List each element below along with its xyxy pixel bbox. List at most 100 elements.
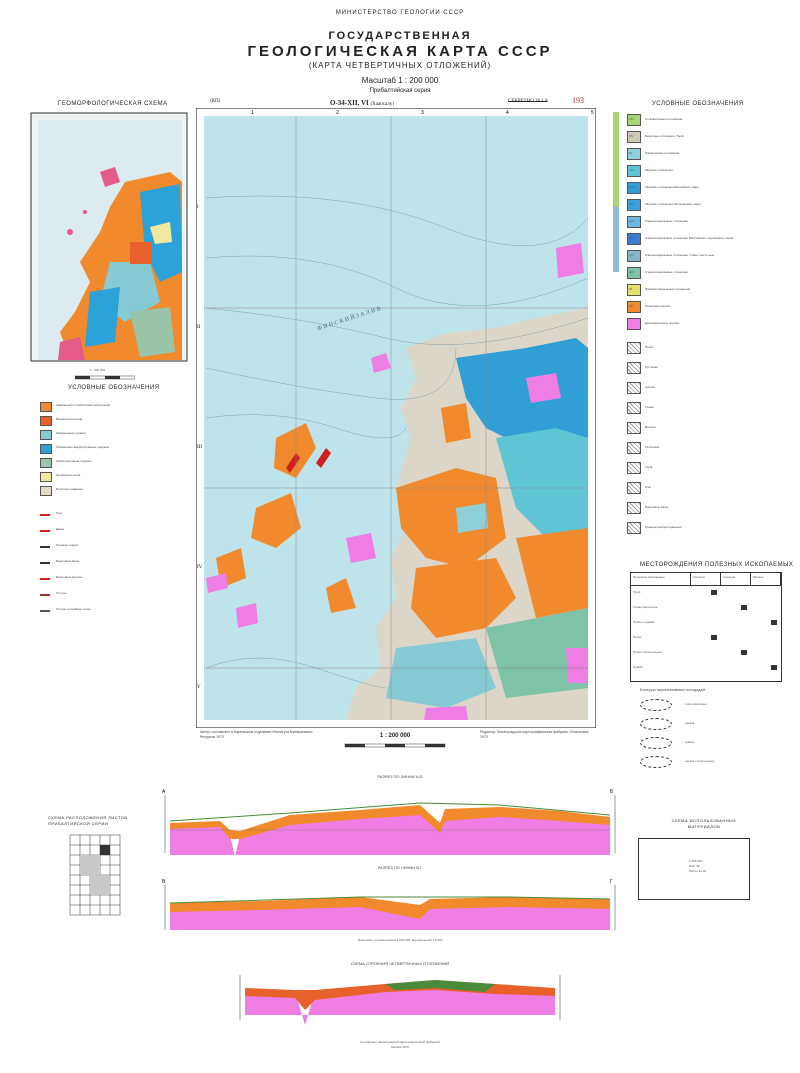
map-scale: 1 : 200 000 bbox=[379, 733, 411, 739]
lithology-item: Береговые валы bbox=[625, 500, 790, 517]
borehole-item: песков bbox=[630, 716, 780, 732]
inset-scale: 1 : 500 000 bbox=[90, 368, 106, 372]
lithology-swatch bbox=[627, 462, 641, 474]
deposits-title: МЕСТОРОЖДЕНИЯ ПОЛЕЗНЫХ ИСКОПАЕМЫХ bbox=[640, 562, 794, 568]
title-line-2: ГЕОЛОГИЧЕСКАЯ КАРТА СССР bbox=[247, 43, 553, 60]
legend-swatch bbox=[627, 284, 641, 296]
grid-top-labels: 1 2 3 4 5 bbox=[251, 110, 594, 116]
deposits-row-marker-cell bbox=[691, 631, 781, 646]
borehole-item: глин кирпичных bbox=[630, 697, 780, 713]
lithology-swatch bbox=[627, 522, 641, 534]
lithology-item: Пески bbox=[625, 340, 790, 357]
age-bar-pleistocene bbox=[613, 207, 619, 272]
legend-swatch bbox=[40, 444, 52, 454]
legend-swatch bbox=[627, 114, 641, 126]
lithology-item: Торф bbox=[625, 460, 790, 477]
legend-swatch bbox=[627, 182, 641, 194]
deposit-marker bbox=[771, 665, 777, 670]
legend-label: Озерноледниковые отложения bbox=[645, 219, 688, 223]
legend-swatch bbox=[627, 148, 641, 160]
lithology-item: Суглинки bbox=[625, 360, 790, 377]
footer-city: Москва 1970 bbox=[391, 1045, 409, 1049]
legend-code: lmIV bbox=[629, 185, 635, 189]
legend-label: Флювиогляциальные отложения bbox=[645, 287, 691, 291]
legend-label: Болотные равнины bbox=[56, 487, 83, 491]
legend-label: Основная морена bbox=[645, 304, 670, 308]
legend-code: lIV bbox=[629, 151, 633, 155]
legend-code: lgIII bbox=[629, 236, 634, 240]
deposits-column-header: Мелкие bbox=[751, 573, 781, 585]
grid-side-label: III bbox=[197, 445, 202, 450]
left-legend-item: Эоловый рельеф bbox=[40, 470, 210, 484]
symbol-label: Береговые валы bbox=[56, 559, 80, 563]
legend-swatch bbox=[627, 199, 641, 211]
deposits-row-label: Гравий bbox=[633, 665, 643, 669]
lithology-swatch bbox=[627, 422, 641, 434]
legend-label: Лимнические отложения bbox=[645, 151, 680, 155]
legend-label: Дочетвертичные породы bbox=[645, 321, 680, 325]
lithology-label: Граница распространения bbox=[645, 525, 682, 529]
deposits-row-label: Пески bbox=[633, 635, 642, 639]
legend-label: Эоловый рельеф bbox=[56, 473, 81, 477]
left-legend-title: УСЛОВНЫЕ ОБОЗНАЧЕНИЯ bbox=[68, 385, 160, 391]
contour-oval bbox=[640, 718, 672, 730]
section2-profile: В Г bbox=[162, 879, 616, 930]
right-legend-item: lgIII Озерноледниковые отложения bbox=[625, 214, 790, 231]
legend-label: Абразионные уровни bbox=[56, 431, 86, 435]
left-legend-item: Аккумулятивные террасы bbox=[40, 456, 210, 470]
lithology-label: Пески bbox=[645, 345, 654, 349]
deposits-row-marker-cell bbox=[691, 646, 781, 661]
left-symbol-item: Береговые формы bbox=[40, 572, 210, 586]
deposits-body: Торф Глины кирпичные Пески и гравий Пески Пе… bbox=[631, 586, 781, 676]
left-symbol-item: Границы террас bbox=[40, 540, 210, 554]
deposits-row: Пески и гравий bbox=[631, 616, 781, 631]
grid-top-label: 2 bbox=[336, 110, 339, 116]
deposits-row: Пески строительные bbox=[631, 646, 781, 661]
legend-swatch bbox=[627, 318, 641, 330]
inset-scalebar bbox=[75, 375, 135, 380]
right-legend-item: lgIII Озерноледниковые отложения bbox=[625, 265, 790, 282]
borehole-item: песков строительных bbox=[630, 754, 780, 770]
right-legend-item: lmIV Морские отложения Балтийского моря bbox=[625, 180, 790, 197]
left-symbol-item: Уступы и ложбины стока bbox=[40, 604, 210, 618]
contour-oval bbox=[640, 737, 672, 749]
left-legend-item: Равнинный и слабохолмистый рельеф bbox=[40, 400, 210, 414]
symbol-mark bbox=[40, 530, 50, 532]
symbol-label: Береговые формы bbox=[56, 575, 82, 579]
grid-top-label: 1 bbox=[251, 110, 254, 116]
symbol-mark bbox=[40, 610, 50, 612]
deposits-row-marker-cell bbox=[691, 616, 781, 631]
title-line-3: (КАРТА ЧЕТВЕРТИЧНЫХ ОТЛОЖЕНИЙ) bbox=[308, 61, 492, 70]
contour-oval bbox=[640, 699, 672, 711]
sections-scale-note: Масштабы горизонтальный 1:200 000; верти… bbox=[357, 938, 443, 942]
section1-right: Б bbox=[610, 789, 614, 795]
series-label: Прибалтийская серия bbox=[369, 88, 431, 94]
scale-label: Масштаб 1 : 200 000 bbox=[361, 76, 439, 85]
right-legend-item: Дочетвертичные породы bbox=[625, 316, 790, 333]
deposits-row-label: Торф bbox=[633, 590, 641, 594]
quaternary-scheme bbox=[239, 975, 561, 1025]
grid-top-label: 5 bbox=[591, 110, 594, 116]
deposits-row-label: Пески и гравий bbox=[633, 620, 655, 624]
lithology-item: Супеси bbox=[625, 380, 790, 397]
map-notes-right: Редактор: Ленинградская картографическая… bbox=[480, 730, 589, 739]
legend-code: bIV bbox=[629, 134, 634, 138]
deposit-marker bbox=[741, 605, 747, 610]
legend-swatch bbox=[40, 416, 52, 426]
sheets-scheme bbox=[69, 834, 121, 916]
grid-side-label: IV bbox=[197, 565, 203, 570]
lithology-label: Валуны bbox=[645, 425, 656, 429]
deposits-column-header: Полезные ископаемые bbox=[631, 573, 691, 585]
section1-title: РАЗРЕЗ ПО ЛИНИИ А-Б bbox=[377, 774, 423, 779]
borehole-title: Контуры перспективных площадей bbox=[640, 687, 706, 692]
lithology-swatch bbox=[627, 362, 641, 374]
lithology-label: Глины bbox=[645, 405, 654, 409]
left-legend-item: Моренный рельеф bbox=[40, 414, 210, 428]
left-legend-item: Абразионные уровни bbox=[40, 428, 210, 442]
legend-code: gIII bbox=[629, 304, 634, 308]
legend-label: Равнинный и слабохолмистый рельеф bbox=[56, 403, 111, 407]
deposits-row: Гравий bbox=[631, 661, 781, 676]
symbol-label: Уступы и ложбины стока bbox=[56, 607, 91, 611]
deposits-row-marker-cell bbox=[691, 586, 781, 601]
right-legend-title: УСЛОВНЫЕ ОБОЗНАЧЕНИЯ bbox=[652, 101, 744, 107]
